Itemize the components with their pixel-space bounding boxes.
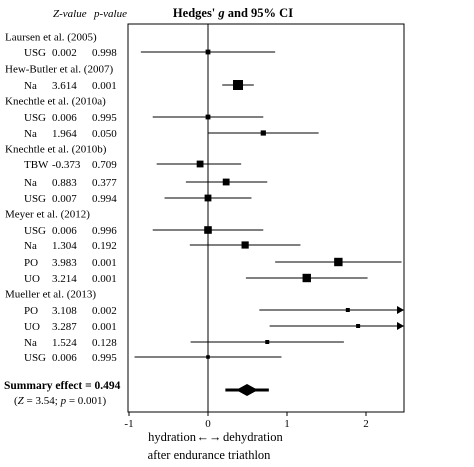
- effect-marker: [204, 194, 212, 202]
- row-label: PO: [24, 257, 38, 269]
- z-value-header: Z-value: [53, 8, 87, 20]
- row-z-value: 0.007: [52, 193, 77, 205]
- summary-diamond: [236, 384, 259, 396]
- row-p-value: 0.998: [92, 47, 117, 59]
- row-label: UO: [24, 273, 40, 285]
- row-p-value: 0.128: [92, 337, 117, 349]
- x-tick-label: 0: [205, 418, 211, 430]
- effect-marker: [206, 355, 210, 359]
- x-caption-line2: after endurance triathlon: [148, 448, 272, 462]
- row-p-value: 0.050: [92, 128, 117, 140]
- plot-frame: [127, 23, 405, 413]
- row-z-value: 0.006: [52, 352, 77, 364]
- effect-marker: [204, 226, 212, 234]
- effect-marker: [196, 160, 204, 168]
- effect-marker: [302, 273, 311, 283]
- summary-label: Summary effect = 0.494: [4, 380, 121, 392]
- row-label: Na: [24, 240, 37, 252]
- row-z-value: 1.524: [52, 337, 77, 349]
- row-p-value: 0.001: [92, 257, 117, 269]
- row-z-value: 0.002: [52, 47, 77, 59]
- row-p-value: 0.192: [92, 240, 117, 252]
- row-z-value: 0.006: [52, 225, 77, 237]
- ci-arrowhead: [397, 306, 404, 314]
- row-z-value: 0.883: [52, 177, 77, 189]
- row-z-value: 0.006: [52, 112, 77, 124]
- row-p-value: 0.001: [92, 321, 117, 333]
- row-p-value: 0.995: [92, 112, 117, 124]
- study-name: Knechtle et al. (2010a): [5, 96, 106, 108]
- row-label: Na: [24, 177, 37, 189]
- effect-marker: [222, 178, 230, 186]
- effect-marker: [205, 49, 211, 55]
- x-caption-arrow: ←→: [197, 430, 222, 444]
- row-label: USG: [24, 112, 46, 124]
- effect-marker: [334, 257, 343, 267]
- x-tick-label: 1: [284, 418, 290, 430]
- row-label: PO: [24, 305, 38, 317]
- row-p-value: 0.996: [92, 225, 117, 237]
- x-tick-label: -1: [124, 418, 133, 430]
- study-name: Hew-Butler et al. (2007): [5, 64, 113, 76]
- row-p-value: 0.709: [92, 159, 117, 171]
- row-label: Na: [24, 337, 37, 349]
- effect-marker: [241, 241, 249, 249]
- effect-marker: [356, 324, 361, 328]
- study-name: Laursen et al. (2005): [5, 32, 97, 44]
- study-name: Knechtle et al. (2010b): [5, 144, 107, 156]
- row-z-value: -0.373: [52, 159, 81, 171]
- row-z-value: 3.983: [52, 257, 77, 269]
- effect-marker: [260, 130, 266, 136]
- row-label: USG: [24, 193, 46, 205]
- x-caption-dehydration: dehydration: [223, 430, 283, 444]
- p-value-header: p-value: [93, 8, 127, 20]
- summary-stats: (Z = 3.54; p = 0.001): [14, 395, 107, 407]
- ci-arrowhead: [397, 322, 404, 330]
- effect-marker: [233, 80, 244, 90]
- row-z-value: 3.108: [52, 305, 77, 317]
- row-p-value: 0.377: [92, 177, 117, 189]
- marks-layer: [134, 24, 404, 412]
- row-label: Na: [24, 128, 37, 140]
- study-name: Mueller et al. (2013): [5, 289, 96, 301]
- row-label: USG: [24, 352, 46, 364]
- row-label: USG: [24, 47, 46, 59]
- study-name: Meyer et al. (2012): [5, 209, 90, 221]
- effect-marker: [205, 114, 211, 120]
- row-z-value: 1.964: [52, 128, 77, 140]
- x-caption-hydration: hydration: [148, 430, 197, 444]
- row-z-value: 1.304: [52, 240, 77, 252]
- row-label: UO: [24, 321, 40, 333]
- rows-layer: Laursen et al. (2005) USG 0.002 0.998 Hew-Bu…: [5, 32, 117, 365]
- x-axis: -1 0 1 2: [124, 412, 369, 430]
- row-z-value: 3.287: [52, 321, 77, 333]
- effect-marker: [265, 340, 270, 344]
- row-label: Na: [24, 80, 37, 92]
- row-z-value: 3.614: [52, 80, 77, 92]
- x-tick-label: 2: [363, 418, 369, 430]
- row-p-value: 0.994: [92, 193, 117, 205]
- row-p-value: 0.001: [92, 273, 117, 285]
- row-p-value: 0.995: [92, 352, 117, 364]
- row-z-value: 3.214: [52, 273, 77, 285]
- row-label: TBW: [24, 159, 49, 171]
- row-p-value: 0.001: [92, 80, 117, 92]
- row-label: USG: [24, 225, 46, 237]
- chart-title: Hedges' g and 95% CI: [173, 6, 293, 20]
- row-p-value: 0.002: [92, 305, 117, 317]
- effect-marker: [345, 308, 350, 312]
